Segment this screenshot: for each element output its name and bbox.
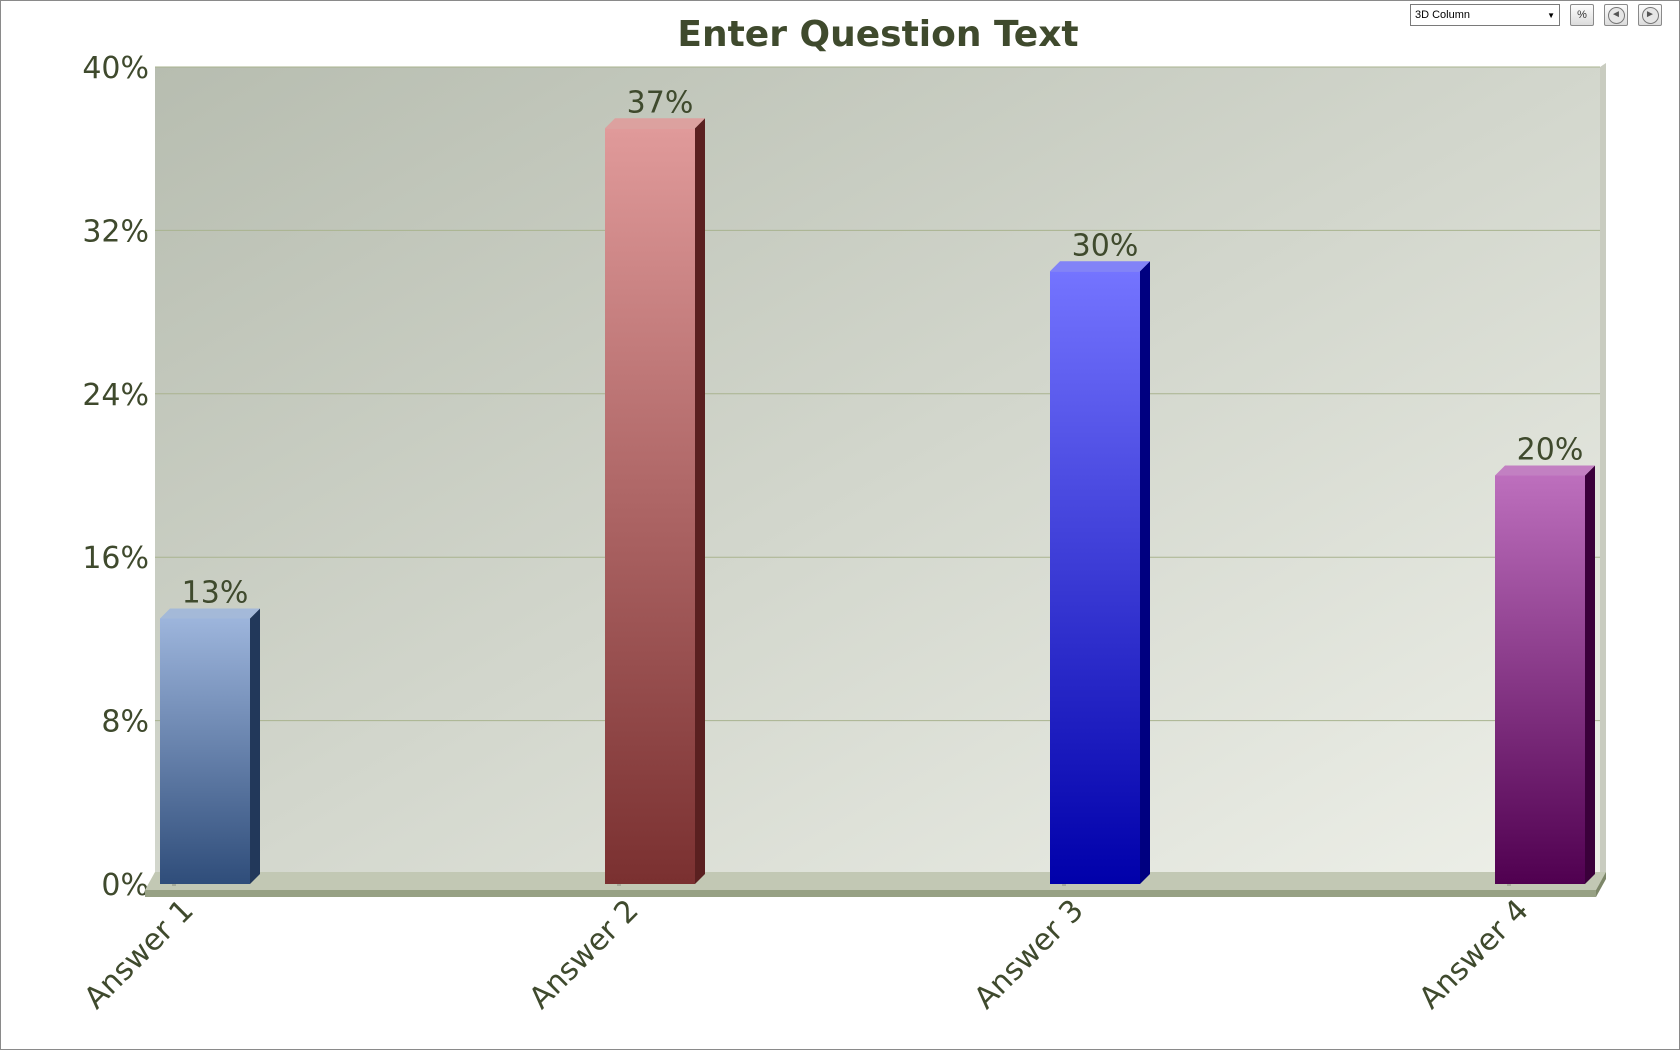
chevron-down-icon: ▼: [1547, 10, 1555, 20]
bar-2: [605, 118, 705, 886]
arrow-right-icon: ►: [1641, 6, 1659, 24]
forward-button[interactable]: ►: [1638, 4, 1662, 26]
data-label: 20%: [1517, 433, 1584, 468]
bar-side: [250, 608, 260, 884]
y-tick-label: 8%: [101, 705, 149, 740]
chart-type-select[interactable]: 3D Column ▼: [1410, 4, 1560, 26]
percent-button-label: %: [1577, 9, 1587, 21]
y-tick-label: 16%: [82, 541, 149, 576]
plot-wall-side: [1600, 63, 1606, 884]
percent-toggle-button[interactable]: %: [1570, 4, 1594, 26]
chart-title: Enter Question Text: [677, 14, 1079, 55]
floor-side: [1596, 872, 1606, 897]
bar-front: [605, 128, 695, 884]
bar-front: [1050, 271, 1140, 884]
floor-front: [145, 890, 1596, 897]
bar-front: [160, 618, 250, 884]
back-button[interactable]: ◄: [1604, 4, 1628, 26]
y-tick-label: 32%: [82, 214, 149, 249]
data-label: 37%: [627, 85, 694, 120]
bar-side: [695, 118, 705, 884]
bar-4: [1495, 465, 1595, 886]
bar-side: [1140, 261, 1150, 884]
bar-top: [160, 608, 260, 619]
bar-1: [160, 608, 260, 886]
data-label: 13%: [182, 575, 249, 610]
bar-side: [1585, 465, 1595, 884]
data-label: 30%: [1072, 228, 1139, 263]
plot-background: [155, 67, 1600, 884]
y-tick-label: 40%: [82, 51, 149, 86]
bar-top: [1495, 465, 1595, 476]
chart-toolbar: 3D Column ▼ % ◄ ►: [1410, 4, 1662, 26]
chart-type-value: 3D Column: [1415, 9, 1471, 21]
arrow-left-icon: ◄: [1607, 6, 1625, 24]
bar-top: [605, 118, 705, 129]
bar-top: [1050, 261, 1150, 272]
floor-top: [145, 872, 1606, 890]
category-label: Answer 3: [968, 893, 1091, 1016]
category-label: Answer 4: [1413, 893, 1536, 1016]
category-label: Answer 2: [523, 893, 646, 1016]
category-label: Answer 1: [78, 893, 201, 1016]
bar-front: [1495, 475, 1585, 884]
bar-3: [1050, 261, 1150, 886]
y-tick-label: 0%: [101, 868, 149, 903]
y-tick-label: 24%: [82, 378, 149, 413]
